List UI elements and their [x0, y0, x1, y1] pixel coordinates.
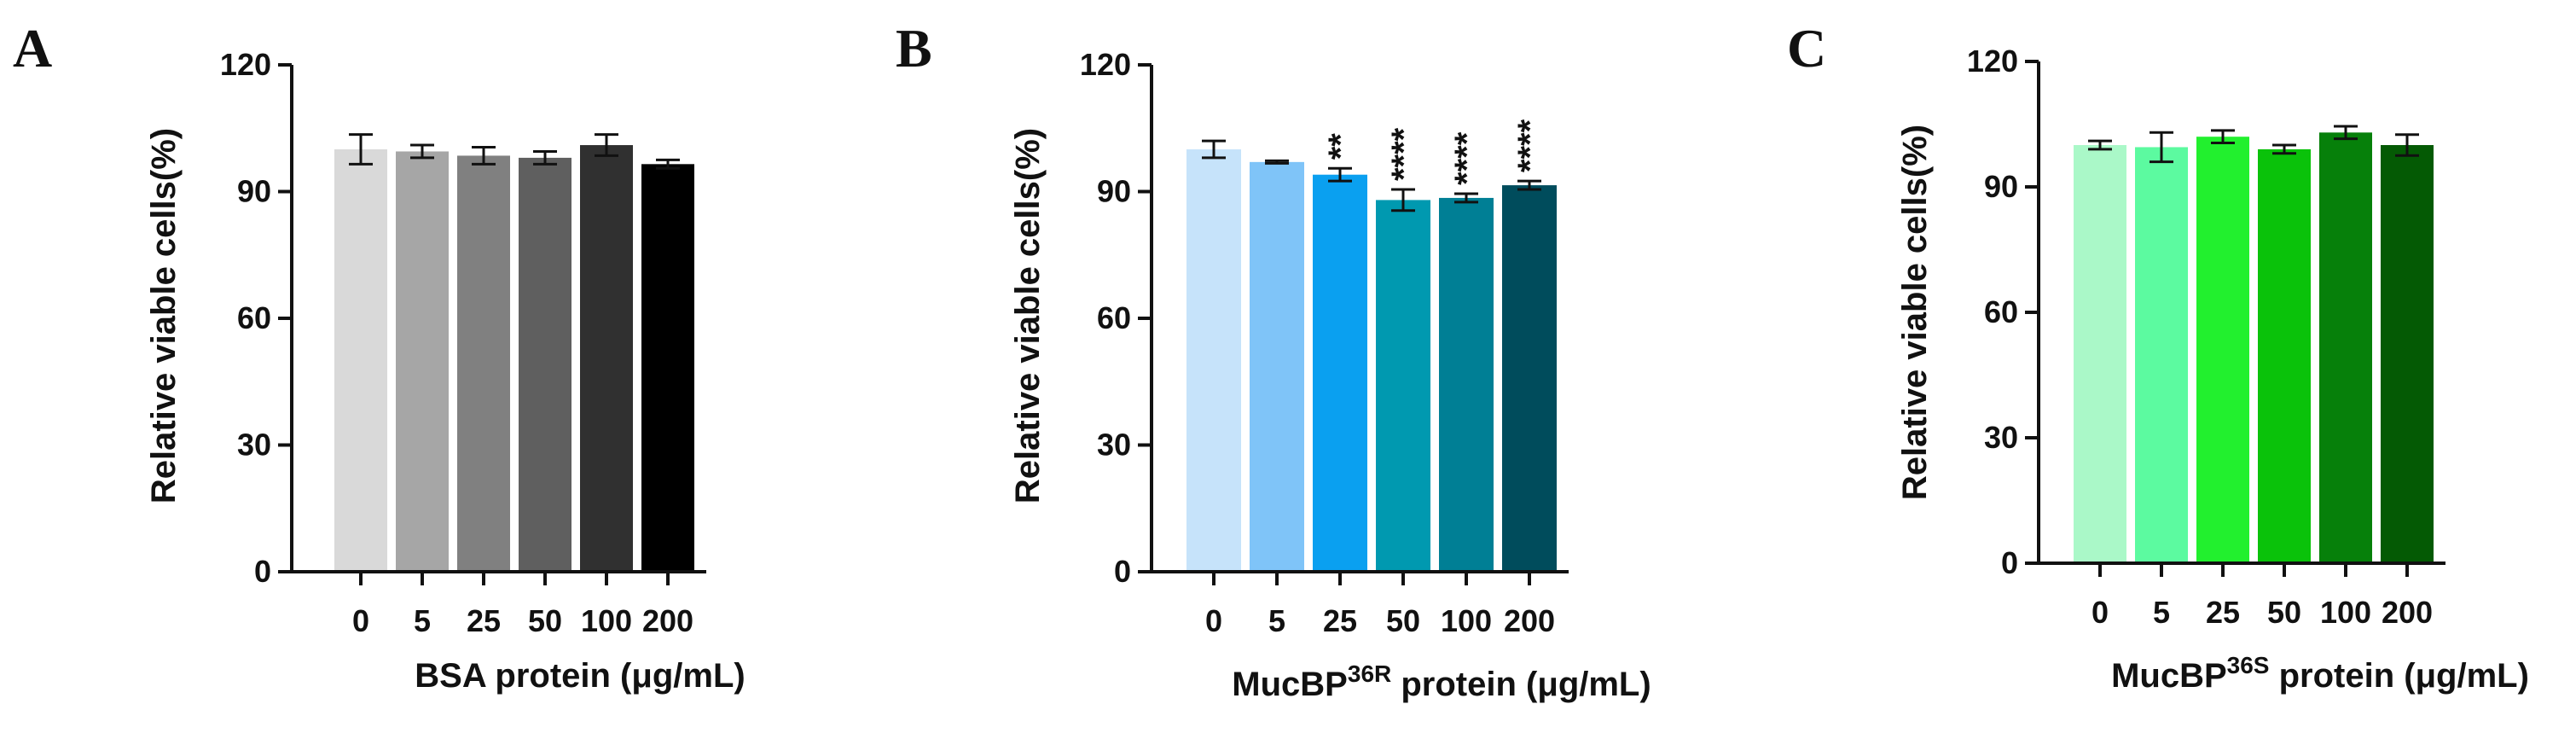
panel-label-c: C [1787, 18, 1826, 79]
significance-label: **** [1448, 131, 1486, 185]
y-tick-label: 120 [220, 47, 271, 82]
significance-label: ** [1322, 133, 1360, 160]
x-tick-label: 0 [2092, 595, 2109, 630]
y-axis-title: Relative viable cells(%) [1009, 128, 1047, 503]
significance-label: **** [1511, 119, 1549, 172]
error-bar-5 [2150, 131, 2173, 164]
y-tick-label: 60 [237, 300, 271, 335]
error-bar-5 [410, 143, 434, 160]
error-bar-25 [472, 146, 496, 166]
x-axis-title: BSA protein (μg/mL) [415, 657, 745, 695]
bar-50 [2258, 148, 2311, 563]
error-bar-0 [1202, 139, 1226, 160]
bar-200 [641, 164, 694, 572]
y-tick-label: 30 [1097, 428, 1131, 463]
bar-50 [519, 157, 571, 572]
panel-label-a: A [13, 18, 52, 79]
error-bar-50 [1391, 188, 1415, 212]
x-tick-label: 100 [1441, 603, 1492, 638]
error-bar-200 [1517, 179, 1541, 191]
error-bar-25 [2211, 129, 2235, 145]
bar-0 [2074, 145, 2126, 563]
error-bar-5 [1265, 159, 1289, 165]
y-tick-label: 90 [1984, 169, 2018, 204]
bar-25 [2196, 137, 2249, 563]
y-axis-title: Relative viable cells(%) [145, 128, 183, 503]
bar-5 [396, 151, 449, 572]
x-tick-label: 200 [1504, 603, 1555, 638]
bar-50 [1376, 200, 1430, 572]
x-tick-label: 200 [2382, 595, 2433, 630]
y-tick-label: 120 [1967, 44, 2018, 79]
x-axis-title: MucBP36R protein (μg/mL) [1232, 660, 1651, 703]
y-tick-label: 60 [1984, 294, 2018, 329]
y-axis-title: Relative viable cells(%) [1896, 125, 1934, 500]
x-tick-label: 5 [2153, 595, 2170, 630]
error-bar-25 [1328, 166, 1352, 183]
y-tick-label: 0 [1114, 554, 1131, 589]
error-bar-200 [2395, 133, 2419, 157]
bar-0 [334, 149, 387, 572]
error-bar-50 [533, 149, 557, 166]
y-tick-label: 0 [2001, 545, 2018, 580]
bar-5 [1250, 161, 1304, 572]
x-tick-label: 100 [581, 603, 632, 638]
x-tick-label: 200 [642, 603, 693, 638]
error-bar-0 [349, 133, 373, 166]
x-tick-label: 50 [528, 603, 562, 638]
y-tick-label: 90 [1097, 174, 1131, 209]
significance-label: **** [1385, 127, 1423, 181]
bar-100 [1439, 197, 1494, 573]
y-tick-label: 120 [1080, 47, 1131, 82]
y-tick-label: 30 [237, 428, 271, 463]
bar-100 [580, 145, 633, 573]
panel-a: A 0 30 60 90 120 0 5 25 50 100 200 Relative viable c… [13, 18, 746, 695]
y-tick-label: 30 [1984, 420, 2018, 455]
panel-label-b: B [896, 18, 932, 79]
x-tick-label: 50 [1386, 603, 1420, 638]
error-bar-100 [2334, 125, 2358, 141]
error-bar-100 [595, 133, 618, 157]
x-tick-label: 0 [1205, 603, 1222, 638]
error-bar-0 [2088, 139, 2112, 151]
bar-100 [2319, 132, 2372, 564]
error-bar-200 [656, 158, 680, 170]
x-tick-label: 50 [2267, 595, 2301, 630]
y-tick-label: 0 [254, 554, 271, 589]
x-tick-label: 100 [2320, 595, 2371, 630]
bar-25 [457, 155, 510, 573]
x-tick-label: 0 [352, 603, 369, 638]
error-bar-100 [1454, 192, 1478, 204]
error-bar-50 [2272, 143, 2296, 155]
x-tick-label: 25 [1323, 603, 1357, 638]
bar-25 [1313, 174, 1367, 572]
x-tick-label: 5 [414, 603, 431, 638]
y-tick-label: 90 [237, 174, 271, 209]
bar-0 [1186, 149, 1241, 572]
bar-200 [1502, 185, 1557, 572]
y-tick-label: 60 [1097, 300, 1131, 335]
bar-200 [2381, 145, 2434, 563]
x-axis-title: MucBP36S protein (μg/mL) [2111, 652, 2529, 695]
x-tick-label: 25 [467, 603, 501, 638]
x-tick-label: 25 [2206, 595, 2240, 630]
bar-5 [2135, 147, 2188, 563]
x-tick-label: 5 [1268, 603, 1285, 638]
panel-c: C 0 30 60 90 120 0 5 25 50 100 200 Relative viable c… [1787, 18, 2529, 695]
